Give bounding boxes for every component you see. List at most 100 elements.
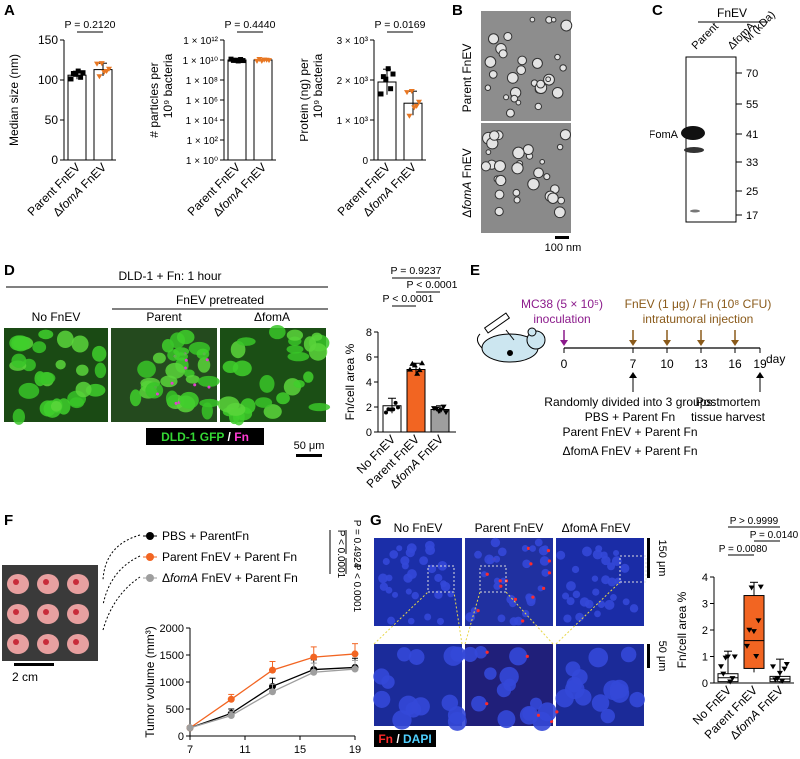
nucleus (581, 546, 592, 557)
nucleus (592, 549, 603, 560)
p-value: P < 0.0001 (335, 530, 346, 579)
nucleus (400, 556, 410, 566)
data-point (776, 670, 783, 676)
data-point (385, 66, 391, 72)
vesicle (554, 53, 561, 61)
bar (67, 74, 87, 161)
p-value: P = 0.4924 (351, 520, 362, 569)
cell (137, 360, 156, 378)
vesicle (551, 87, 564, 99)
group-arrowhead (629, 372, 637, 378)
y-tick-label: 1 × 10³ (337, 116, 369, 127)
inoculation-arrowhead (560, 340, 568, 346)
data-point (774, 676, 781, 682)
f-scale-label: 2 cm (12, 670, 39, 684)
data-point (783, 662, 790, 668)
g-legend-box (374, 730, 436, 747)
data-point (383, 76, 389, 82)
data-point (770, 664, 776, 670)
d-col-noFnEV: No FnEV (32, 310, 81, 324)
nucleus (406, 569, 417, 580)
x-tick-label: 15 (294, 744, 306, 756)
g-scale-bar-2 (647, 644, 650, 668)
p-value: P < 0.0001 (351, 564, 362, 613)
nucleus (379, 582, 388, 591)
timeline-day: 16 (728, 357, 742, 371)
g-scale-label-2: 50 μm (656, 641, 668, 672)
data-point (310, 668, 318, 676)
fn-signal (184, 358, 188, 362)
y-tick-label: 1 × 10⁸ (186, 76, 218, 87)
panel-label-f: F (4, 512, 14, 529)
fn-signal (521, 619, 525, 623)
blot-band-faint (690, 209, 700, 213)
nucleus (392, 591, 399, 598)
cell (201, 402, 213, 420)
e-group-3: ΔfomA FnEV + Parent Fn (562, 444, 698, 458)
y-axis-label: Tumor volume (mm³) (143, 626, 157, 738)
bar (406, 369, 426, 433)
western-blot-panel: FnEV Parent ΔfomA M (kDa) FomA 705541332… (650, 6, 778, 223)
y-tick-label: 3 × 10³ (337, 36, 369, 47)
e-fnev-label: FnEV (1 μg) / Fn (10⁸ CFU) (625, 297, 772, 311)
nucleus (493, 577, 501, 585)
nucleus (411, 591, 419, 600)
fn-signal (529, 562, 533, 566)
cell (197, 375, 220, 387)
cell (71, 335, 89, 353)
e-day-label: day (766, 352, 785, 366)
em-image-parent (481, 11, 571, 121)
cell (57, 398, 71, 415)
panel-label-b: B (452, 2, 463, 19)
cell (254, 397, 273, 408)
nucleus (405, 548, 415, 558)
vesicle (557, 196, 565, 205)
y-tick-label: 1 × 10⁶ (186, 96, 218, 107)
nucleus (389, 550, 399, 559)
data-point (390, 71, 396, 77)
d-legend-box (146, 428, 264, 445)
data-point (68, 76, 74, 82)
injection-arrowhead (731, 340, 739, 346)
vesicle (534, 102, 542, 111)
timeline-day: 10 (660, 357, 674, 371)
microscopy-d-panel: DLD-1 + Fn: 1 hour FnEV pretreated No Fn… (4, 269, 331, 457)
nucleus (538, 545, 549, 556)
data-point (404, 90, 410, 96)
panel-label-d: D (4, 262, 15, 279)
legend-marker (146, 532, 154, 540)
nucleus (503, 678, 516, 692)
nucleus (474, 645, 488, 659)
nucleus (584, 599, 594, 609)
cell (196, 348, 210, 360)
y-tick-label: 0 (362, 156, 368, 167)
p-value: P = 0.4440 (225, 19, 276, 31)
fn-signal (174, 401, 178, 405)
p-value: P < 0.0001 (407, 279, 458, 291)
d-scale-label: 50 μm (294, 440, 325, 452)
nucleus (620, 646, 637, 663)
y-tick-label: 3 (702, 599, 708, 611)
tumor-spot (43, 579, 49, 585)
tumor-spot (73, 579, 79, 585)
nucleus (486, 556, 495, 565)
vesicle (517, 55, 527, 66)
data-point (727, 679, 734, 685)
nucleus (572, 590, 581, 599)
nucleus (396, 545, 403, 552)
nucleus (497, 547, 507, 557)
e-group-2: Parent FnEV + Parent Fn (562, 425, 697, 438)
fn-signal (547, 571, 552, 575)
data-point (98, 61, 105, 67)
y-tick-label: 2 (366, 402, 372, 414)
data-point (310, 653, 318, 661)
nucleus (381, 675, 395, 689)
blot-header: FnEV (717, 6, 747, 20)
tumor-spot (13, 579, 19, 585)
nucleus (613, 549, 620, 557)
nucleus (373, 690, 391, 708)
data-point (406, 113, 413, 119)
data-point (351, 650, 359, 658)
nucleus (427, 564, 437, 574)
